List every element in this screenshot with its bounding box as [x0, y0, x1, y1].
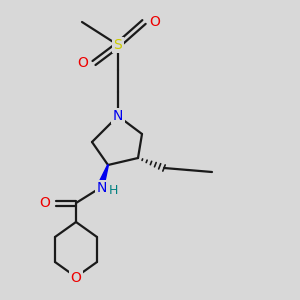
Text: O: O: [78, 56, 88, 70]
Text: O: O: [150, 15, 160, 29]
Text: O: O: [70, 271, 81, 285]
Text: N: N: [113, 109, 123, 123]
Polygon shape: [97, 165, 108, 189]
Text: H: H: [108, 184, 118, 196]
Text: O: O: [40, 196, 50, 210]
Text: N: N: [97, 181, 107, 195]
Text: S: S: [114, 38, 122, 52]
